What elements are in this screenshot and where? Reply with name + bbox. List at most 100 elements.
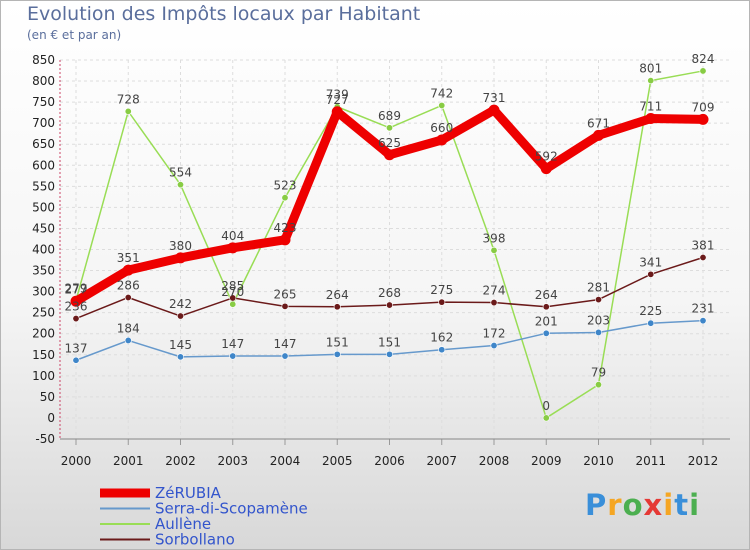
data-point: [124, 294, 132, 302]
data-label: 824: [692, 52, 715, 66]
data-point: [490, 342, 498, 350]
data-point: [331, 106, 343, 118]
data-point: [177, 181, 185, 189]
y-tick-label: 0: [47, 411, 55, 425]
data-point: [279, 234, 291, 246]
data-point: [229, 294, 237, 302]
legend-label: ZéRUBIA: [155, 484, 222, 502]
data-point: [645, 113, 657, 125]
data-label: 162: [430, 331, 453, 345]
data-point: [281, 194, 289, 202]
y-tick-label: 400: [32, 243, 55, 257]
data-label: 739: [326, 88, 349, 102]
data-point: [542, 303, 550, 311]
y-tick-label: 350: [32, 264, 55, 278]
data-point: [490, 299, 498, 307]
data-label: 625: [378, 136, 401, 150]
logo-letter: t: [674, 488, 690, 522]
data-point: [438, 346, 446, 354]
data-label: 147: [274, 337, 297, 351]
y-tick-label: 200: [32, 327, 55, 341]
data-point: [177, 353, 185, 361]
y-tick-label: 800: [32, 74, 55, 88]
data-label: 0: [542, 399, 550, 413]
legend-label: Aullène: [155, 515, 211, 533]
logo-letter: r: [607, 488, 623, 522]
logo-letter: P: [585, 488, 608, 522]
data-label: 79: [591, 366, 606, 380]
legend: ZéRUBIASerra-di-ScopamèneAullèneSorbolla…: [100, 484, 308, 549]
data-point: [697, 113, 709, 125]
data-label: 145: [169, 338, 192, 352]
data-label: 286: [117, 279, 140, 293]
data-label: 341: [639, 255, 662, 269]
axis-layer: -50 0 50 100 150 200 250 300 350 400 450 500 550 600 6…: [32, 53, 730, 468]
data-point: [593, 129, 604, 141]
chart-title: Evolution des Impôts locaux par Habitant: [27, 3, 421, 25]
data-point: [122, 264, 134, 276]
data-point: [647, 77, 655, 85]
data-point: [227, 242, 239, 254]
data-point: [385, 301, 393, 309]
data-label: 236: [65, 300, 88, 314]
data-label: 351: [117, 251, 140, 265]
data-label: 265: [274, 287, 297, 301]
data-label: 231: [692, 302, 715, 316]
y-tick-label: 500: [32, 200, 55, 214]
data-point: [124, 107, 132, 115]
data-label: 554: [169, 166, 192, 180]
data-label: 225: [639, 304, 662, 318]
proxiti-logo: Proxiti: [585, 488, 700, 522]
data-label: 801: [639, 62, 662, 76]
data-label: 242: [169, 297, 192, 311]
data-point: [699, 254, 707, 262]
data-point: [594, 296, 602, 304]
data-label: 137: [65, 341, 88, 355]
logo-letter: o: [622, 488, 644, 522]
data-label: 523: [274, 179, 297, 193]
y-tick-label: 450: [32, 221, 55, 235]
data-point: [699, 67, 707, 75]
data-point: [488, 104, 500, 116]
data-point: [281, 352, 289, 360]
data-point: [594, 381, 602, 389]
data-label: 151: [378, 335, 401, 349]
x-tick-label: 2011: [635, 454, 666, 468]
data-label: 279: [65, 281, 88, 295]
data-label: 709: [692, 100, 715, 114]
data-point: [229, 300, 237, 308]
data-point: [70, 295, 82, 307]
data-label: 203: [587, 313, 610, 327]
data-point: [540, 163, 552, 175]
y-tick-label: -50: [35, 432, 55, 446]
data-label: 731: [483, 91, 506, 105]
data-label: 727: [326, 93, 349, 107]
x-tick-label: 2000: [61, 454, 92, 468]
x-tick-label: 2010: [583, 454, 614, 468]
x-tick-label: 2009: [531, 454, 562, 468]
x-tick-label: 2005: [322, 454, 353, 468]
y-tick-label: 150: [32, 348, 55, 362]
data-label: 423: [274, 221, 297, 235]
series-layer: [70, 67, 709, 422]
x-tick-label: 2012: [688, 454, 719, 468]
y-tick-label: 300: [32, 285, 55, 299]
data-label: 264: [535, 288, 558, 302]
data-point: [124, 336, 132, 344]
data-label: 728: [117, 92, 140, 106]
data-label: 689: [378, 109, 401, 123]
y-tick-label: 850: [32, 53, 55, 67]
y-tick-label: 600: [32, 158, 55, 172]
data-point: [72, 315, 80, 323]
logo-letter: x: [643, 488, 664, 522]
y-tick-label: 650: [32, 137, 55, 151]
data-point: [699, 317, 707, 325]
data-point: [175, 252, 186, 264]
data-label: 277: [65, 282, 88, 296]
data-point: [72, 356, 80, 364]
data-point: [333, 350, 341, 358]
data-point: [438, 101, 446, 109]
data-label: 281: [587, 281, 610, 295]
y-tick-label: 700: [32, 116, 55, 130]
